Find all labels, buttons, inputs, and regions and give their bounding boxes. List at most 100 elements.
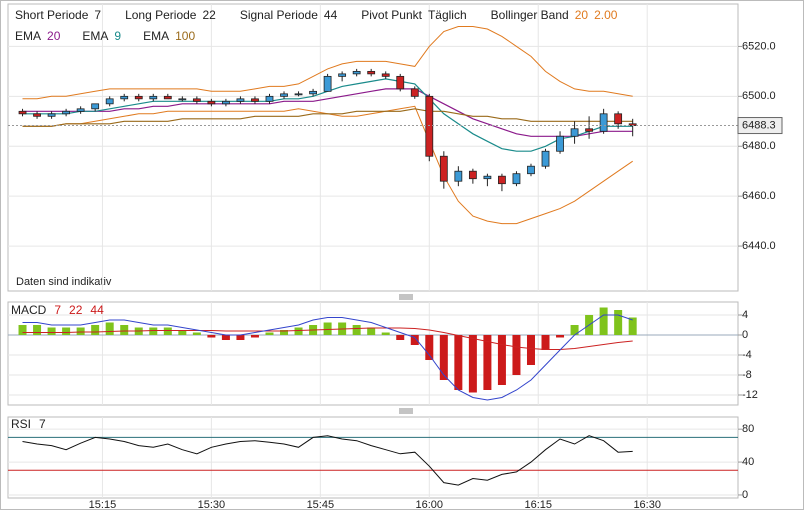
candle-body: [367, 70, 376, 75]
histogram-bar: [425, 335, 434, 360]
y-tick-label: -8: [742, 369, 752, 381]
bollinger-upper: [22, 26, 633, 100]
signal-line: [22, 327, 633, 350]
candle-body: [512, 173, 521, 185]
histogram-bar: [454, 335, 463, 390]
x-tick-label: 16:15: [524, 499, 552, 510]
candle-body: [498, 175, 506, 185]
candle-body: [120, 95, 129, 100]
legend-name: EMA: [143, 29, 169, 43]
candle-body: [338, 73, 347, 77]
histogram-bar: [294, 327, 303, 335]
setting-value: 7: [94, 8, 101, 22]
y-tick-label: 6500.0: [742, 90, 776, 102]
histogram-bar: [410, 335, 419, 345]
histogram-bar: [570, 325, 579, 335]
candle-body: [323, 75, 332, 92]
y-tick-label: 4: [742, 309, 748, 321]
splitter[interactable]: [399, 408, 413, 414]
candle-body: [556, 135, 564, 152]
histogram-bar: [221, 335, 230, 340]
y-tick-label: 6480.0: [742, 140, 776, 152]
histogram-bar: [468, 335, 477, 393]
panel-legend: MACD 7 22 44: [11, 303, 104, 317]
histogram-bar: [76, 327, 85, 335]
legend-period: 9: [114, 29, 121, 43]
histogram-bar: [163, 327, 172, 335]
legend-period: 100: [175, 29, 195, 43]
x-tick-label: 15:15: [89, 499, 117, 510]
y-tick-label: -4: [742, 349, 752, 361]
candle-body: [309, 90, 317, 95]
histogram-bar: [512, 335, 521, 375]
histogram-bar: [192, 332, 201, 335]
candle-body: [207, 100, 216, 105]
histogram-bar: [250, 335, 259, 338]
candle-body: [105, 98, 114, 105]
candle-body: [483, 175, 492, 180]
x-tick-label: 15:30: [198, 499, 226, 510]
setting-label: Bollinger Band: [491, 8, 569, 22]
histogram-bar: [599, 307, 608, 335]
histogram-bar: [526, 335, 535, 365]
candle-body: [527, 165, 535, 175]
histogram-bar: [280, 330, 289, 335]
candle-body: [294, 93, 303, 96]
candle-body: [541, 150, 550, 167]
candle-body: [585, 128, 593, 132]
candle-body: [265, 95, 274, 102]
candle-body: [149, 95, 158, 100]
setting-extra: 2.00: [594, 8, 618, 22]
candle-body: [33, 113, 41, 117]
candle-body: [614, 113, 623, 125]
candle-body: [134, 95, 143, 100]
y-tick-label: 40: [742, 456, 754, 468]
y-tick-label: 80: [742, 423, 754, 435]
histogram-bar: [91, 325, 100, 335]
histogram-bar: [149, 327, 158, 335]
splitter[interactable]: [399, 294, 413, 300]
candle-body: [381, 73, 390, 77]
histogram-bar: [47, 327, 56, 335]
y-tick-label: -12: [742, 389, 758, 401]
candle-body: [18, 110, 27, 115]
candle-body: [76, 108, 85, 112]
candle-body: [178, 98, 187, 101]
candle-body: [468, 170, 477, 180]
x-tick-label: 16:00: [416, 499, 444, 510]
y-tick-label: 6440.0: [742, 240, 776, 252]
histogram-bar: [62, 327, 71, 335]
candle-body: [570, 128, 579, 137]
histogram-bar: [265, 332, 274, 335]
panel-param: 7: [39, 417, 46, 431]
candle-body: [454, 170, 463, 182]
y-tick-label: 0: [742, 489, 748, 501]
setting-value: 22: [202, 8, 216, 22]
last-price-label: 6488.3: [742, 119, 776, 131]
histogram-bar: [207, 335, 216, 338]
macd-line: [22, 314, 633, 401]
histogram-bar: [439, 335, 448, 380]
setting-value: 44: [324, 8, 338, 22]
candle-body: [163, 95, 172, 100]
setting-value: 20: [575, 8, 589, 22]
annotation: Daten sind indikativ: [16, 276, 112, 288]
x-tick-label: 15:45: [307, 499, 335, 510]
candle-body: [352, 70, 361, 75]
legend-period: 20: [47, 29, 61, 43]
last-price-box: [737, 117, 783, 135]
setting-label: Short Periode: [15, 8, 89, 22]
y-tick-label: 0: [742, 329, 748, 341]
legend: EMA 20 EMA 9 EMA 100: [15, 29, 195, 43]
candle-body: [236, 98, 245, 102]
histogram-bar: [497, 335, 506, 385]
candle-body: [62, 110, 71, 115]
y-tick-label: 6520.0: [742, 40, 776, 52]
setting-label: Pivot Punkt: [361, 8, 422, 22]
histogram-bar: [33, 325, 42, 335]
legend-name: EMA: [15, 29, 41, 43]
legend-name: EMA: [82, 29, 108, 43]
rsi-panel: [7, 416, 739, 499]
histogram-bar: [556, 335, 565, 338]
